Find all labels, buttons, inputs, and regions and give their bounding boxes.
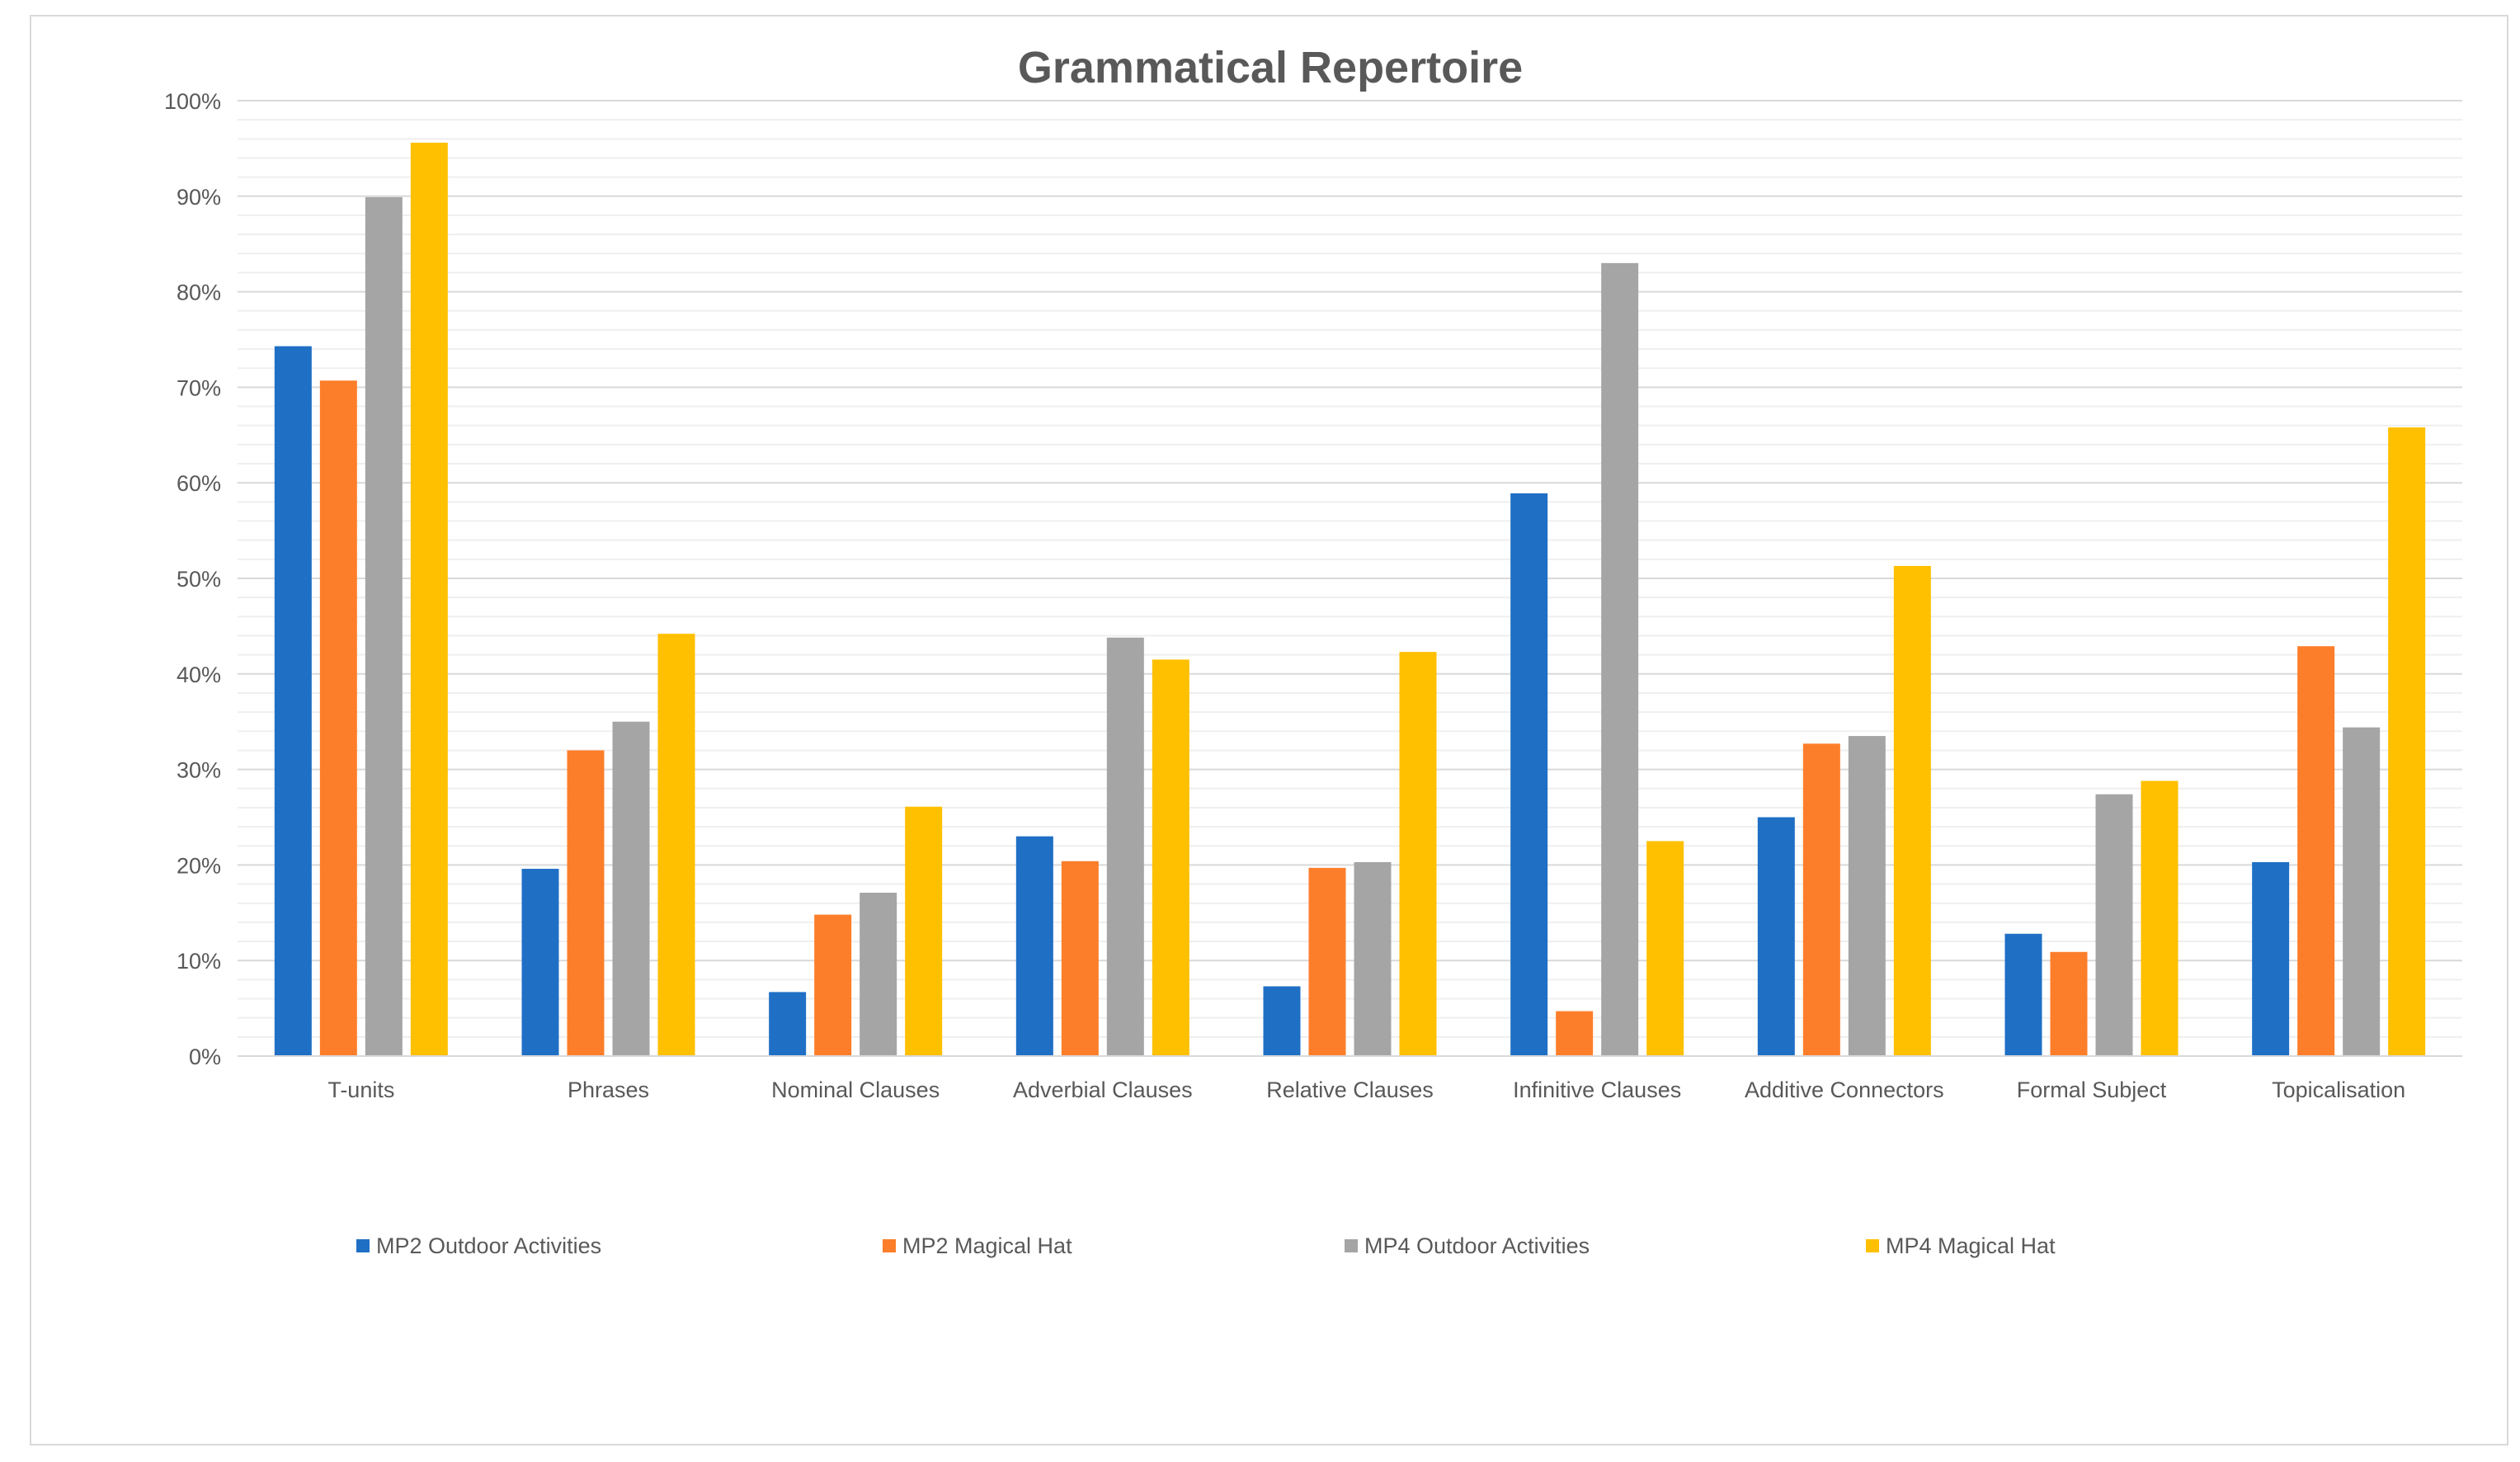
bar xyxy=(319,380,357,1056)
bar xyxy=(860,892,897,1056)
bar xyxy=(1354,861,1392,1056)
y-tick-label: 0% xyxy=(189,1045,221,1069)
bar xyxy=(1556,1011,1594,1056)
x-tick-label: Phrases xyxy=(568,1078,649,1102)
bar xyxy=(567,750,605,1056)
x-tick-label: Nominal Clauses xyxy=(771,1078,940,1102)
major-gridlines xyxy=(238,100,2462,962)
bar xyxy=(274,346,312,1057)
x-tick-label: Infinitive Clauses xyxy=(1513,1078,1681,1102)
y-tick-label: 80% xyxy=(177,281,221,305)
bar xyxy=(1399,652,1437,1056)
bar xyxy=(1893,565,1931,1056)
legend-swatch xyxy=(356,1239,370,1252)
bar xyxy=(410,142,448,1056)
bar xyxy=(612,721,650,1056)
bar xyxy=(2388,427,2426,1056)
chart-title: Grammatical Repertoire xyxy=(1018,43,1523,92)
legend-label: MP2 Magical Hat xyxy=(902,1233,1072,1258)
legend: MP2 Outdoor Activities MP2 Magical Hat MP4… xyxy=(356,1233,2056,1258)
legend-label: MP4 Magical Hat xyxy=(1886,1233,2056,1258)
y-tick-label: 40% xyxy=(177,663,221,687)
y-tick-label: 30% xyxy=(177,758,221,783)
bar xyxy=(1510,493,1548,1056)
bar xyxy=(2141,781,2179,1056)
x-tick-label: Topicalisation xyxy=(2272,1078,2405,1102)
bar xyxy=(1015,836,1053,1056)
bar xyxy=(657,634,695,1056)
bar xyxy=(2050,951,2088,1056)
y-tick-label: 90% xyxy=(177,185,221,210)
bar xyxy=(1757,817,1795,1056)
x-tick-label: Relative Clauses xyxy=(1266,1078,1434,1102)
bar xyxy=(2343,727,2381,1056)
bar xyxy=(1263,986,1301,1056)
y-tick-label: 70% xyxy=(177,375,221,400)
bar xyxy=(2252,861,2290,1056)
bar xyxy=(1848,736,1886,1056)
minor-gridlines xyxy=(238,119,2462,1038)
x-tick-label: Additive Connectors xyxy=(1745,1078,1944,1102)
bar xyxy=(769,992,807,1056)
legend-label: MP2 Outdoor Activities xyxy=(376,1233,601,1258)
y-tick-label: 20% xyxy=(177,853,221,878)
bar xyxy=(1061,861,1099,1056)
legend-swatch xyxy=(1866,1239,1879,1252)
x-axis-labels: T-units Phrases Nominal Clauses Adverbial C… xyxy=(327,1078,2405,1102)
bar xyxy=(521,869,559,1056)
y-tick-label: 60% xyxy=(177,471,221,496)
bar xyxy=(365,196,403,1056)
y-tick-label: 10% xyxy=(177,949,221,974)
bar xyxy=(2004,933,2042,1056)
y-tick-label: 50% xyxy=(177,567,221,592)
legend-swatch xyxy=(1345,1239,1358,1252)
bar xyxy=(1601,262,1639,1056)
bar xyxy=(1802,743,1840,1056)
bar xyxy=(1308,867,1346,1056)
bar xyxy=(1152,659,1189,1056)
bar xyxy=(905,806,943,1056)
y-axis-ticks: 0% 10% 20% 30% 40% 50% 60% 70% 80% 90% 100% xyxy=(164,89,221,1069)
bar xyxy=(2095,794,2133,1056)
legend-swatch xyxy=(883,1239,896,1252)
x-tick-label: T-units xyxy=(327,1078,394,1102)
legend-label: MP4 Outdoor Activities xyxy=(1364,1233,1590,1258)
x-tick-label: Formal Subject xyxy=(2017,1078,2167,1102)
bars xyxy=(274,142,2426,1057)
x-tick-label: Adverbial Clauses xyxy=(1013,1078,1193,1102)
y-tick-label: 100% xyxy=(164,89,221,114)
bar xyxy=(2297,646,2335,1056)
bar xyxy=(1646,841,1684,1056)
bar xyxy=(1106,637,1144,1056)
bar xyxy=(814,914,852,1056)
